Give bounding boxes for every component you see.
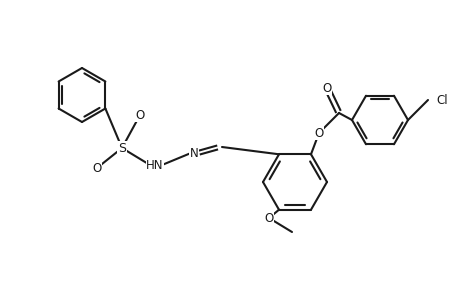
Text: O: O — [92, 161, 101, 175]
Text: O: O — [135, 109, 144, 122]
Text: S: S — [118, 142, 126, 154]
Text: O: O — [264, 212, 273, 224]
Text: Cl: Cl — [435, 94, 447, 106]
Text: N: N — [189, 146, 198, 160]
Text: HN: HN — [146, 158, 163, 172]
Text: O: O — [313, 127, 323, 140]
Text: O: O — [322, 82, 331, 94]
